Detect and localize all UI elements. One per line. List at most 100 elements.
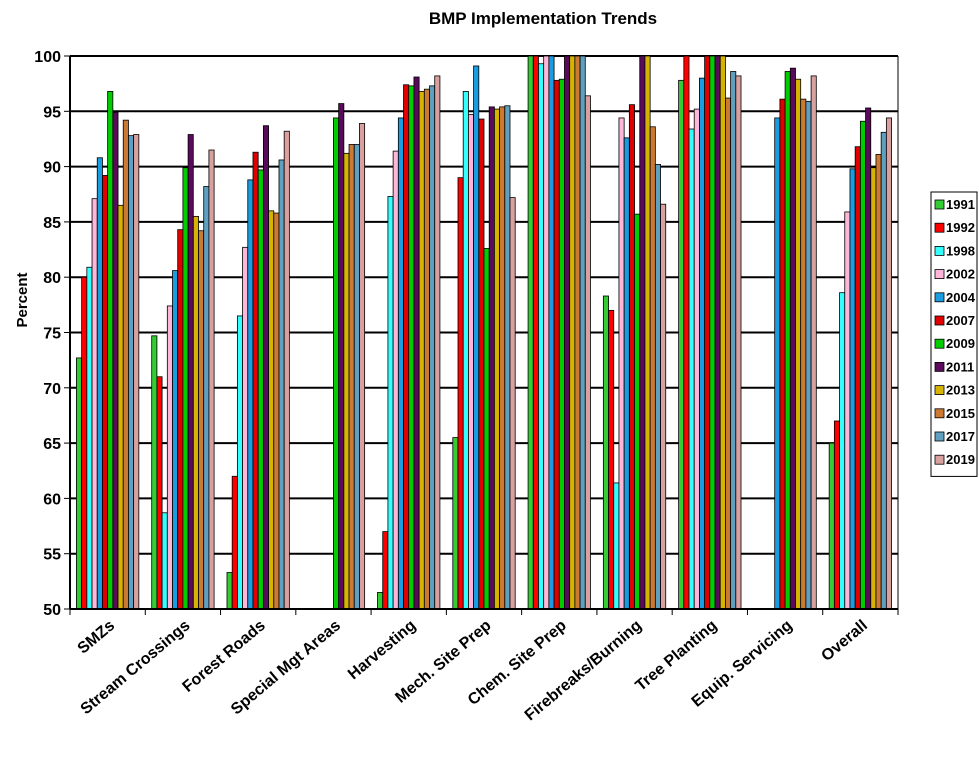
bar	[177, 229, 184, 610]
bar	[805, 100, 812, 610]
bar	[122, 119, 129, 610]
legend-label: 1992	[946, 220, 975, 235]
bar	[870, 167, 877, 610]
bar	[343, 152, 350, 610]
bar	[413, 76, 420, 610]
legend: 1991 1992 1998 2002 2004 2007 2009 2011 2013 2015…	[930, 191, 978, 477]
bar	[273, 212, 280, 610]
bar	[774, 117, 781, 610]
legend-label: 2007	[946, 313, 975, 328]
bar	[543, 55, 550, 610]
bar	[644, 55, 651, 610]
bar	[457, 177, 464, 610]
legend-label: 2019	[946, 452, 975, 467]
bar	[553, 79, 560, 610]
bar	[236, 315, 243, 610]
bar	[499, 106, 506, 610]
legend-label: 2013	[946, 383, 975, 398]
legend-swatch	[934, 431, 945, 442]
bar	[478, 118, 485, 610]
bar	[333, 117, 340, 610]
bar	[548, 55, 555, 610]
bar	[859, 120, 866, 610]
bar	[198, 230, 205, 610]
bar	[839, 292, 846, 610]
x-tick-label: Overall	[818, 617, 870, 665]
bar	[359, 123, 366, 610]
bar	[699, 77, 706, 610]
bar	[579, 55, 586, 610]
bar	[885, 117, 892, 610]
y-tick-label: 95	[43, 104, 61, 121]
bar	[96, 157, 103, 610]
y-tick-label: 75	[43, 326, 61, 343]
y-tick-label: 65	[43, 436, 61, 453]
legend-label: 2015	[946, 406, 975, 421]
bar	[493, 108, 500, 610]
bar	[725, 97, 732, 610]
bar	[278, 159, 285, 610]
bar	[107, 90, 114, 610]
bar	[203, 186, 210, 610]
bar	[257, 169, 264, 610]
legend-box	[930, 191, 978, 477]
bar	[613, 482, 620, 610]
bar	[704, 55, 711, 610]
bar	[683, 55, 690, 610]
bar	[76, 357, 83, 610]
x-tick-label: SMZs	[75, 617, 119, 658]
bar	[462, 90, 469, 610]
bar	[102, 175, 109, 610]
legend-label: 2004	[946, 290, 976, 305]
bar	[377, 592, 384, 610]
legend-swatch	[934, 269, 945, 280]
bar	[584, 95, 591, 610]
bar	[784, 71, 791, 610]
y-tick-label: 85	[43, 215, 61, 232]
bar	[709, 55, 716, 610]
legend-label: 2009	[946, 336, 975, 351]
bar	[86, 266, 93, 610]
bars	[76, 55, 892, 610]
bar	[660, 203, 667, 610]
bar	[735, 75, 742, 610]
bar	[828, 442, 835, 610]
bar	[283, 130, 290, 610]
bar	[192, 215, 199, 610]
legend-label: 1998	[946, 243, 975, 258]
bar	[849, 168, 856, 610]
bar	[730, 71, 737, 610]
bar	[81, 276, 88, 610]
bar	[678, 79, 685, 610]
bar	[397, 117, 404, 610]
y-tick-label: 50	[43, 602, 61, 619]
bar	[408, 85, 415, 610]
bar	[268, 210, 275, 610]
bar	[488, 106, 495, 610]
legend-swatch	[934, 361, 945, 372]
bar	[634, 213, 641, 610]
legend-label: 2017	[946, 429, 975, 444]
bar	[133, 134, 140, 610]
bar	[810, 75, 817, 610]
legend-swatch	[934, 385, 945, 396]
bar	[875, 154, 882, 610]
y-tick-label: 60	[43, 491, 61, 508]
bar	[403, 84, 410, 610]
legend-label: 1991	[946, 197, 975, 212]
bar	[166, 305, 173, 610]
legend-swatch	[934, 199, 945, 210]
legend-swatch	[934, 338, 945, 349]
bar	[527, 55, 534, 610]
bar	[833, 420, 840, 610]
legend-label: 2011	[946, 359, 974, 374]
bar	[574, 55, 581, 610]
bar	[654, 163, 661, 610]
legend-swatch	[934, 292, 945, 303]
bar	[719, 55, 726, 610]
x-tick-label: Harvesting	[345, 617, 419, 683]
bar	[423, 88, 430, 610]
bar	[418, 90, 425, 610]
